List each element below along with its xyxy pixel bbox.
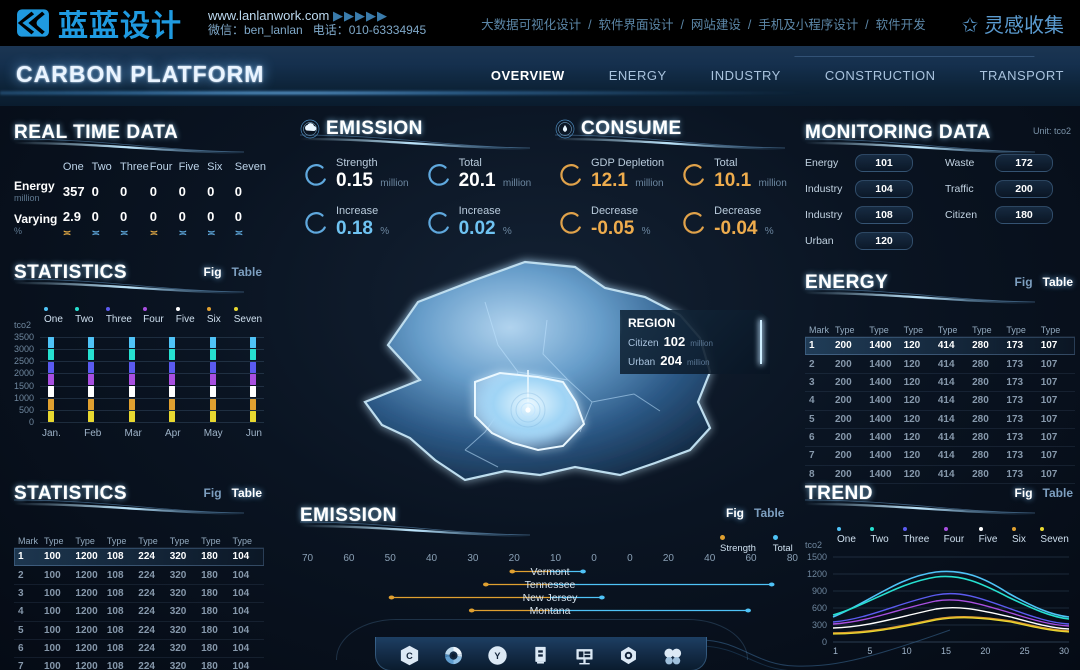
svg-text:C: C: [407, 651, 414, 661]
svg-text:Y: Y: [494, 651, 500, 661]
